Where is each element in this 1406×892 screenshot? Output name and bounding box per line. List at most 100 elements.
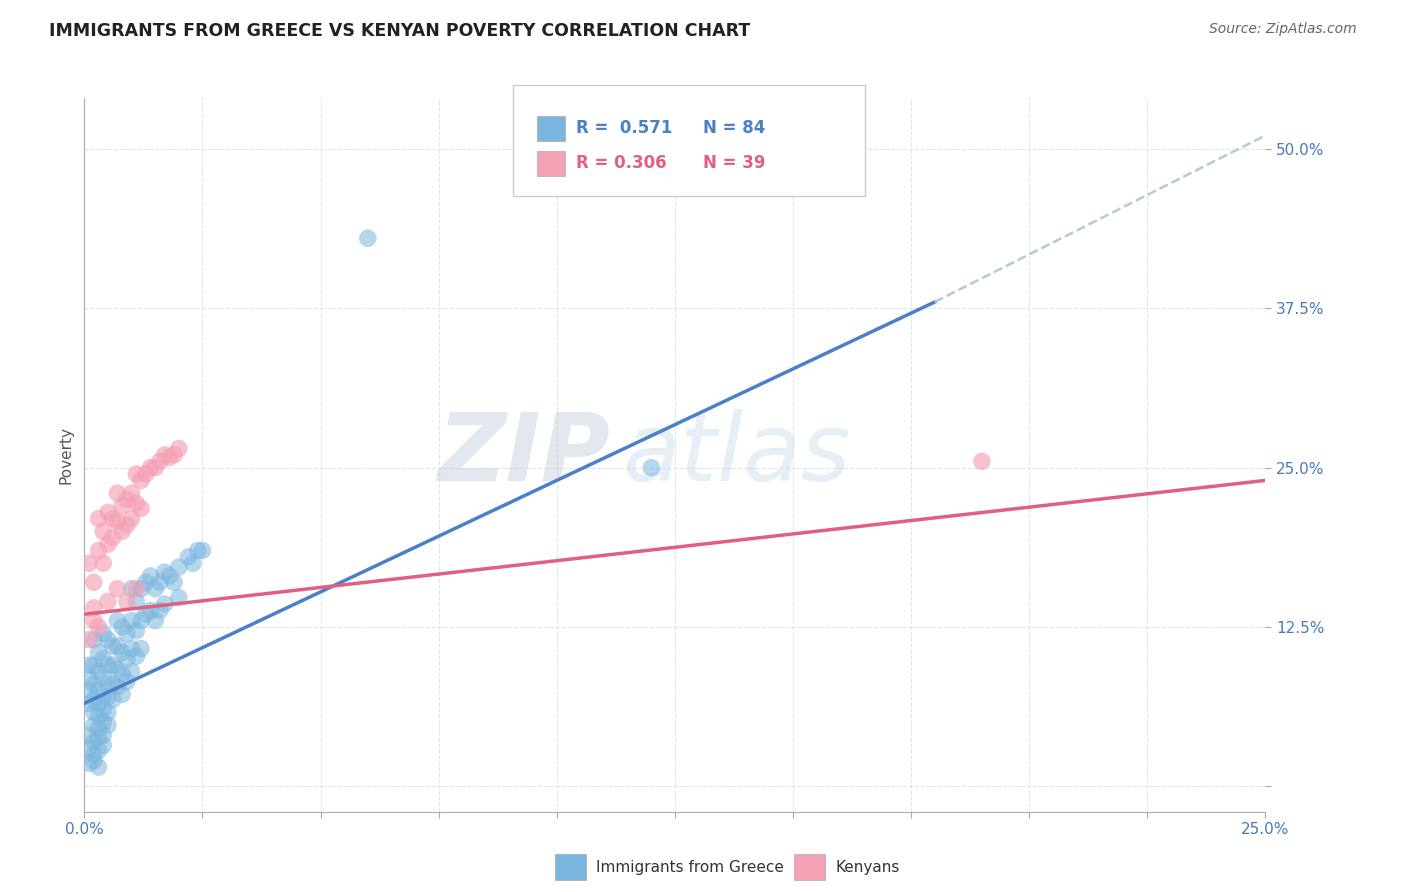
Y-axis label: Poverty: Poverty <box>58 425 73 484</box>
Point <box>83 677 105 691</box>
Point <box>97 658 120 673</box>
Point <box>101 511 124 525</box>
Point <box>83 600 105 615</box>
Point <box>115 492 138 507</box>
Point <box>129 614 152 628</box>
Point <box>129 641 152 656</box>
Point <box>101 531 124 545</box>
Point <box>129 474 152 488</box>
Point <box>167 442 190 456</box>
Point <box>83 734 105 748</box>
Point <box>107 614 129 628</box>
Point <box>87 709 110 723</box>
Text: Kenyans: Kenyans <box>835 860 900 874</box>
Text: Immigrants from Greece: Immigrants from Greece <box>596 860 785 874</box>
Point <box>125 649 148 664</box>
Point <box>97 505 120 519</box>
Point <box>357 231 380 245</box>
Point <box>91 524 114 539</box>
Point <box>135 607 157 622</box>
Point <box>153 448 176 462</box>
Point <box>87 665 110 679</box>
Point <box>149 603 172 617</box>
Point <box>149 454 172 468</box>
Point <box>115 652 138 666</box>
Point <box>125 467 148 481</box>
Point <box>77 756 100 771</box>
Point <box>87 620 110 634</box>
Point <box>125 582 148 596</box>
Point <box>163 575 186 590</box>
Point <box>77 556 100 570</box>
Point <box>107 639 129 653</box>
Point <box>111 524 134 539</box>
Point <box>121 614 143 628</box>
Point <box>167 560 190 574</box>
Point <box>101 658 124 673</box>
Point <box>97 706 120 720</box>
Point <box>97 594 120 608</box>
Point <box>91 671 114 685</box>
Point <box>157 569 180 583</box>
Point <box>111 620 134 634</box>
Text: N = 39: N = 39 <box>703 154 765 172</box>
Text: Source: ZipAtlas.com: Source: ZipAtlas.com <box>1209 22 1357 37</box>
Point <box>77 658 100 673</box>
Point <box>77 697 100 711</box>
Point <box>135 575 157 590</box>
Point <box>107 582 129 596</box>
Text: R =  0.571: R = 0.571 <box>576 120 673 137</box>
Point <box>115 626 138 640</box>
Point <box>83 632 105 647</box>
Point <box>187 543 209 558</box>
Point <box>111 667 134 681</box>
Point <box>77 683 100 698</box>
Point <box>143 614 166 628</box>
Point <box>83 658 105 673</box>
Point <box>91 715 114 730</box>
Point <box>163 448 186 462</box>
Point <box>91 626 114 640</box>
Point <box>87 645 110 659</box>
Point <box>107 662 129 676</box>
Point <box>139 603 162 617</box>
Point <box>97 690 120 704</box>
Point <box>111 645 134 659</box>
Text: R = 0.306: R = 0.306 <box>576 154 666 172</box>
Point <box>87 760 110 774</box>
Point <box>91 556 114 570</box>
Point <box>153 597 176 611</box>
Point <box>135 467 157 481</box>
Point <box>83 754 105 768</box>
Text: atlas: atlas <box>621 409 851 500</box>
Point <box>121 641 143 656</box>
Point <box>143 460 166 475</box>
Point <box>101 677 124 691</box>
Point <box>121 486 143 500</box>
Point <box>139 460 162 475</box>
Point <box>129 582 152 596</box>
Point <box>83 575 105 590</box>
Point <box>115 674 138 689</box>
Point <box>157 450 180 465</box>
Point <box>91 690 114 704</box>
Text: N = 84: N = 84 <box>703 120 765 137</box>
Point <box>83 747 105 762</box>
Point <box>121 665 143 679</box>
Point <box>97 632 120 647</box>
Point <box>91 739 114 753</box>
Point <box>167 591 190 605</box>
Point <box>153 565 176 579</box>
Point <box>107 486 129 500</box>
Point <box>129 501 152 516</box>
Point <box>115 594 138 608</box>
Point <box>87 697 110 711</box>
Point <box>87 731 110 745</box>
Point <box>77 632 100 647</box>
Point <box>87 722 110 736</box>
Point <box>101 692 124 706</box>
Point <box>87 683 110 698</box>
Point <box>149 575 172 590</box>
Point <box>77 728 100 742</box>
Text: IMMIGRANTS FROM GREECE VS KENYAN POVERTY CORRELATION CHART: IMMIGRANTS FROM GREECE VS KENYAN POVERTY… <box>49 22 751 40</box>
